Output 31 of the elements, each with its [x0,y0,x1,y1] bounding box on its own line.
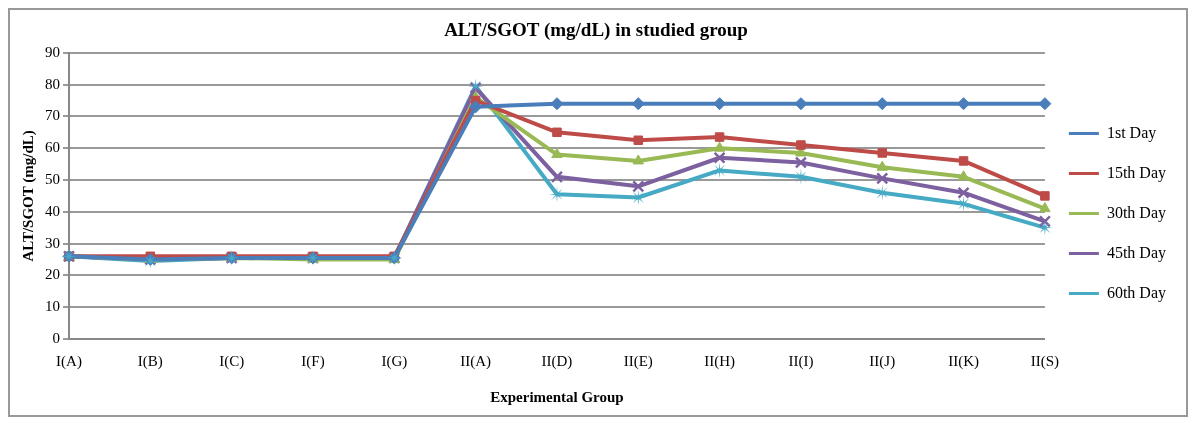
y-axis-title: ALT/SGOT (mg/dL) [19,130,37,262]
x-tick-label: II(I) [788,352,814,370]
y-tick-label: 80 [45,75,60,92]
x-tick-label: II(J) [869,352,896,370]
x-tick-label: I(B) [137,352,163,370]
legend-label: 60th Day [1106,283,1167,302]
y-tick-label: 20 [45,266,60,283]
x-tick-label: II(K) [948,352,979,370]
x-tick-label: II(E) [623,352,653,370]
x-tick-label: I(C) [219,352,245,370]
y-tick-label: 30 [45,234,60,251]
x-tick-label: II(H) [704,352,736,370]
x-tick-label: II(S) [1030,352,1060,370]
x-tick-label: I(F) [301,352,325,370]
y-tick-label: 10 [45,298,60,315]
y-tick-label: 70 [45,107,60,124]
x-tick-label: II(A) [460,352,492,370]
y-tick-label: 90 [45,43,60,60]
legend-label: 30th Day [1106,203,1167,222]
legend-label: 15th Day [1106,163,1167,182]
x-tick-label: I(A) [56,352,82,370]
y-tick-label: 40 [45,202,60,219]
legend-label: 45th Day [1106,243,1167,262]
x-tick-label: II(D) [541,352,573,370]
y-tick-label: 0 [52,329,60,346]
y-tick-label: 60 [45,139,60,156]
y-tick-label: 50 [45,170,60,187]
x-tick-label: I(G) [381,352,408,370]
legend-label: 1st Day [1106,123,1157,142]
x-axis-title: Experimental Group [490,388,624,405]
chart-title: ALT/SGOT (mg/dL) in studied group [444,19,748,42]
